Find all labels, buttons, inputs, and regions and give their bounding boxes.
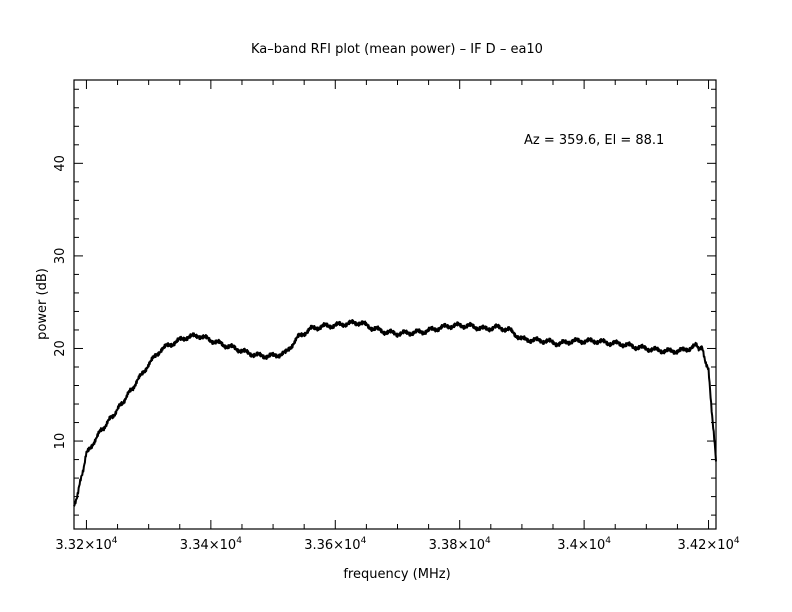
y-tick-label: 40 [53, 155, 68, 172]
az-el-annotation: Az = 359.6, El = 88.1 [524, 133, 664, 148]
y-tick-label: 10 [53, 433, 68, 450]
x-axis-label: frequency (MHz) [343, 567, 450, 582]
y-tick-label: 20 [53, 340, 68, 357]
x-tick-label: 3.38×104 [429, 536, 491, 553]
x-tick-label: 3.34×104 [180, 536, 242, 553]
plot-frame [73, 79, 717, 530]
x-tick-label: 3.36×104 [304, 536, 366, 553]
y-axis-label: power (dB) [35, 268, 50, 340]
chart-title: Ka–band RFI plot (mean power) – IF D – e… [251, 42, 543, 57]
x-tick-label: 3.4×104 [557, 536, 611, 553]
x-tick-label: 3.42×104 [677, 536, 739, 553]
series-line [73, 319, 717, 507]
y-tick-label: 30 [53, 248, 68, 265]
x-tick-label: 3.32×104 [55, 536, 117, 553]
